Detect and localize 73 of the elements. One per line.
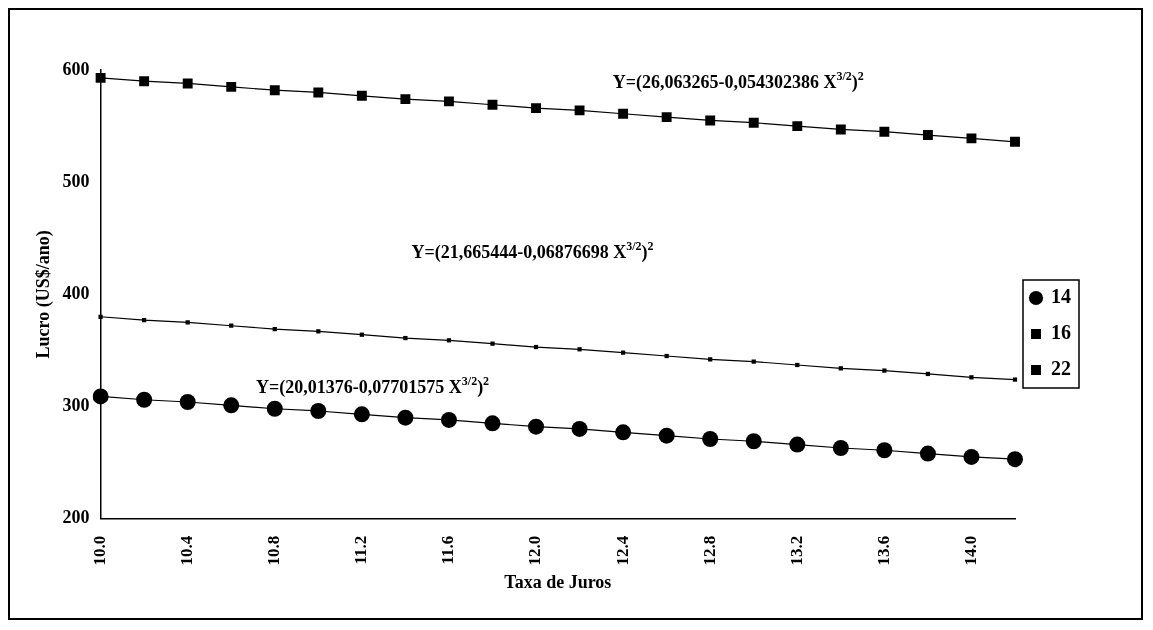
point xyxy=(353,406,370,423)
point xyxy=(531,103,541,114)
point xyxy=(440,411,457,428)
point xyxy=(919,445,936,462)
legend-label: 16 xyxy=(1051,321,1071,344)
x-tick-label: 11.6 xyxy=(438,535,458,565)
point xyxy=(963,448,980,465)
point xyxy=(136,391,153,408)
point xyxy=(400,94,411,105)
point xyxy=(882,368,887,373)
x-tick-label: 12.8 xyxy=(699,535,719,566)
point xyxy=(356,90,367,101)
point xyxy=(443,96,454,107)
point xyxy=(705,115,716,126)
point xyxy=(1007,451,1023,468)
x-tick-label: 11.2 xyxy=(351,535,371,565)
point xyxy=(708,357,713,362)
point xyxy=(789,436,806,453)
x-tick-label: 13.2 xyxy=(786,535,806,566)
point xyxy=(226,81,237,92)
point xyxy=(661,112,672,123)
point xyxy=(922,130,933,140)
point xyxy=(832,439,849,456)
point xyxy=(879,126,890,137)
point xyxy=(792,121,803,132)
x-tick-label: 12.0 xyxy=(525,535,545,566)
point xyxy=(310,402,327,419)
point xyxy=(403,335,408,341)
point xyxy=(266,400,283,417)
point xyxy=(528,418,545,435)
y-tick-label: 300 xyxy=(62,395,90,416)
y-tick-label: 400 xyxy=(62,282,90,303)
y-tick-label: 500 xyxy=(62,170,90,191)
point xyxy=(658,427,675,444)
point xyxy=(969,375,974,380)
point xyxy=(139,76,150,87)
point xyxy=(745,433,762,450)
y-axis-title: Lucro (US$/ano) xyxy=(33,230,55,359)
point xyxy=(182,78,193,89)
x-tick-label: 10.0 xyxy=(89,535,109,566)
point xyxy=(835,124,846,135)
point xyxy=(1012,377,1018,382)
point xyxy=(269,85,280,96)
x-tick-label: 14.0 xyxy=(960,535,980,566)
point xyxy=(487,99,498,110)
x-axis-title: Taxa de Juros xyxy=(504,571,612,592)
point xyxy=(876,442,893,459)
x-tick-label: 10.8 xyxy=(264,535,284,566)
point xyxy=(577,347,582,352)
x-tick-label: 12.4 xyxy=(612,535,632,566)
point xyxy=(484,415,501,432)
point xyxy=(748,117,759,128)
legend-label: 22 xyxy=(1051,357,1071,380)
point xyxy=(490,341,495,346)
point xyxy=(966,133,977,144)
point xyxy=(98,314,103,319)
point xyxy=(92,388,109,405)
point xyxy=(615,424,632,441)
x-tick-label: 13.6 xyxy=(873,535,893,566)
point xyxy=(574,105,585,116)
point xyxy=(397,409,414,426)
y-tick-label: 600 xyxy=(62,58,90,79)
point xyxy=(571,420,588,437)
point xyxy=(702,431,719,448)
point xyxy=(618,108,629,119)
legend-label: 14 xyxy=(1051,285,1071,308)
point xyxy=(223,397,240,414)
point xyxy=(1010,136,1020,147)
point xyxy=(313,87,324,98)
x-tick-label: 10.4 xyxy=(177,535,197,566)
point xyxy=(95,72,106,83)
y-tick-label: 200 xyxy=(62,507,90,528)
point xyxy=(179,394,196,410)
